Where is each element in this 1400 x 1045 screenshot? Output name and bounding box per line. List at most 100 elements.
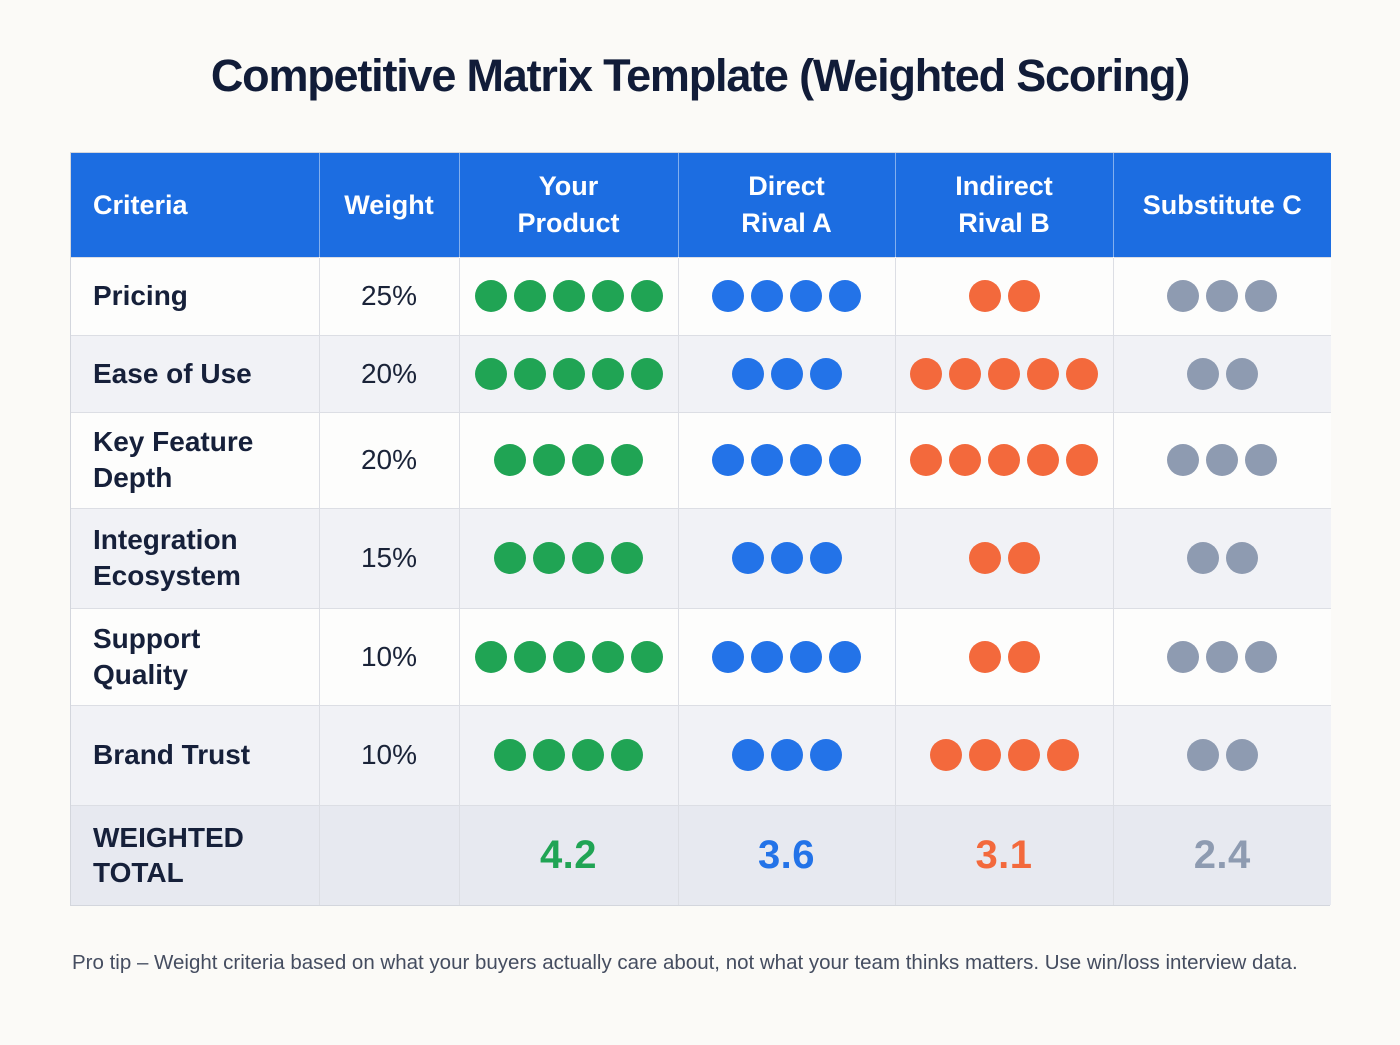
score-dots [896,444,1113,476]
score-dot [731,542,764,574]
score-dot [949,444,981,476]
score-dot [1206,280,1239,312]
score-dot [770,739,803,771]
total-empty-weight-cell [319,804,460,905]
weight-cell: 25% [319,256,460,335]
score-dot [1225,739,1258,771]
score-dot [790,280,822,312]
score-dots [460,280,678,312]
score-dot [770,357,803,390]
score-dot [474,640,507,673]
score-dots [460,640,678,673]
score-dot [1245,444,1278,476]
score-dot [552,640,585,673]
score-dots [679,739,895,771]
score-cell [895,256,1114,335]
score-dot [474,280,507,312]
score-dot [790,640,822,673]
score-dot [751,280,783,312]
weight-cell: 10% [319,607,460,705]
table-row-brand-trust: Brand Trust 10% [71,704,1331,805]
score-dot [533,542,565,574]
score-dot [1167,280,1200,312]
criteria-cell: Key Feature Depth [71,411,320,508]
score-dot [513,640,546,673]
competitive-matrix-table: Criteria Weight Your Product Direct Riva… [70,152,1332,906]
score-cell [895,411,1114,508]
score-dot [474,357,507,390]
score-dot [494,542,526,574]
score-dot [712,444,744,476]
score-dot [552,280,585,312]
score-dot [829,280,861,312]
score-dot [829,444,861,476]
score-cell [678,411,896,508]
score-dot [591,280,624,312]
header-indirect-rival-b: Indirect Rival B [895,153,1114,257]
score-dot [829,640,861,673]
score-cell [678,507,896,608]
score-dots [896,280,1113,312]
score-dot [513,357,546,390]
score-dot [572,444,604,476]
score-dot [591,357,624,390]
score-dot [929,739,962,771]
score-dots [1114,640,1332,673]
header-weight: Weight [319,153,460,257]
score-dot [1167,640,1200,673]
table-row-pricing: Pricing 25% [71,256,1332,335]
score-cell [459,334,679,412]
score-dot [809,542,842,574]
score-cell [1113,334,1331,412]
score-dot [1206,444,1239,476]
score-dots [679,542,895,574]
score-cell [1113,256,1332,335]
total-label-cell: WEIGHTED TOTAL [71,804,320,905]
criteria-cell: Integration Ecosystem [71,507,320,608]
score-dot [1225,357,1258,390]
score-dot [533,444,565,476]
score-dot [988,357,1020,390]
score-dots [1114,542,1332,574]
score-dot [712,640,744,673]
score-dots [679,444,895,476]
score-cell [678,607,896,705]
table-row-key-feature-depth: Key Feature Depth 20% [71,411,1331,508]
score-dot [968,739,1001,771]
score-dot [731,357,764,390]
score-dot [611,739,643,771]
pro-tip-text: Pro tip – Weight criteria based on what … [72,951,1298,974]
weight-cell: 20% [319,411,460,508]
score-dot [494,444,526,476]
score-dot [988,444,1020,476]
criteria-cell: Support Quality [71,607,320,705]
score-dot [1186,357,1219,390]
score-dot [1225,542,1258,574]
score-dot [630,280,663,312]
score-dot [552,357,585,390]
total-value-direct-rival-a: 3.6 [678,804,896,905]
total-value-indirect-rival-b: 3.1 [895,804,1114,905]
score-dot [572,542,604,574]
table-row-weighted-total: WEIGHTED TOTAL 4.2 3.6 3.1 2.4 [71,804,1331,905]
score-cell [678,334,896,412]
score-dot [591,640,624,673]
score-dot [751,640,783,673]
score-cell [459,507,679,608]
score-dot [630,640,663,673]
table-row-integration-ecosystem: Integration Ecosystem 15% [71,507,1332,608]
score-dots [896,542,1113,574]
score-dot [1245,640,1278,673]
score-dot [790,444,822,476]
score-dot [809,739,842,771]
score-dot [1186,542,1219,574]
score-dot [968,542,1001,574]
header-direct-rival-a: Direct Rival A [678,153,896,257]
score-dot [910,357,942,390]
score-dots [1114,280,1332,312]
score-dot [1007,542,1040,574]
score-cell [1113,507,1332,608]
score-cell [459,607,679,705]
score-cell [459,411,679,508]
score-dot [968,280,1001,312]
